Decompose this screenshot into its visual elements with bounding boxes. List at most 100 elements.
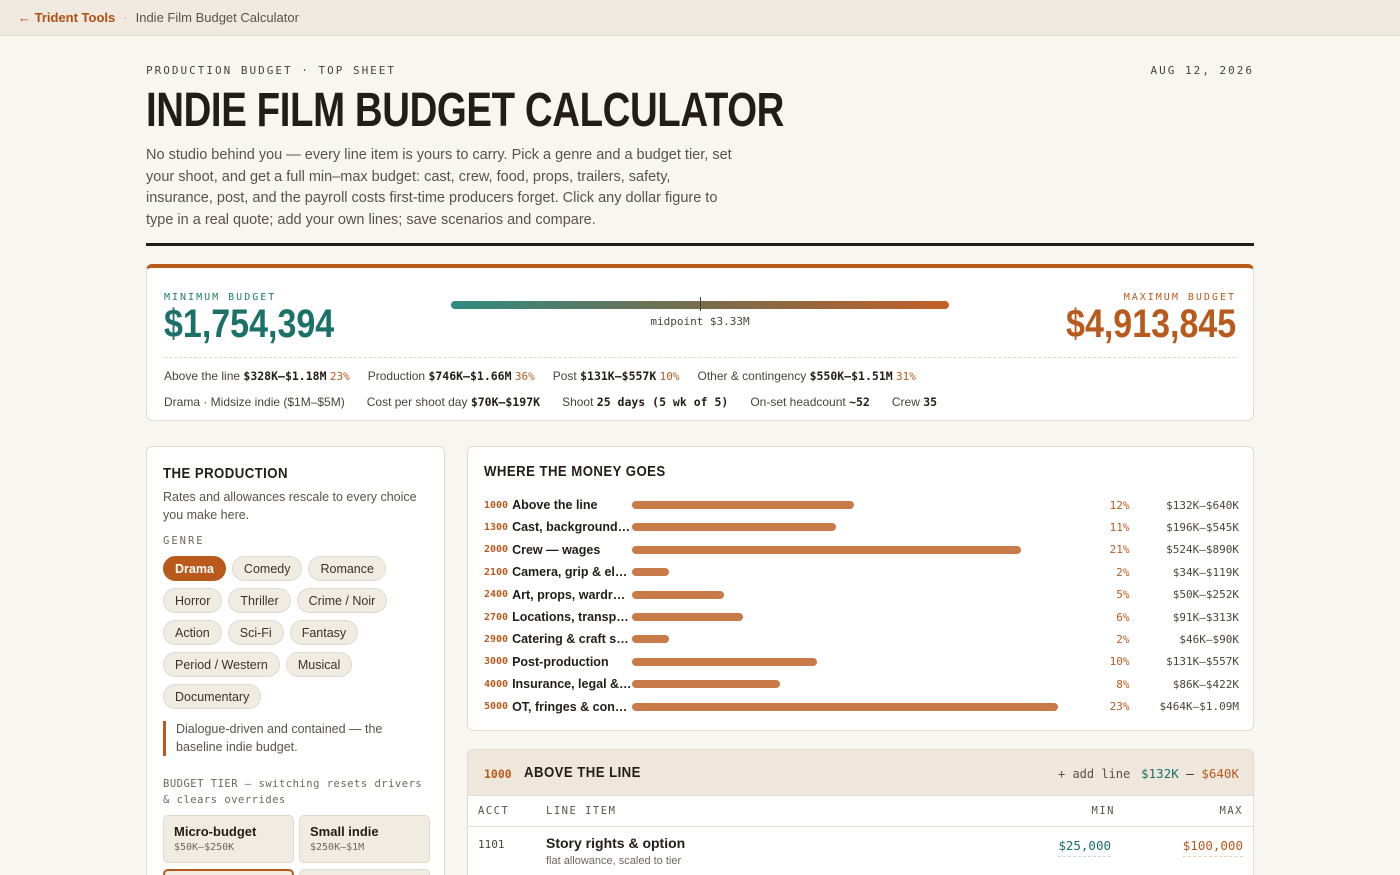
genre-chip-sci-fi[interactable]: Sci-Fi bbox=[227, 620, 284, 645]
share-range: $132K–$640K bbox=[1166, 498, 1239, 512]
breadcrumb-separator: · bbox=[123, 10, 128, 25]
add-line-button[interactable]: + add line bbox=[1058, 767, 1131, 781]
budget-tier-label: BUDGET TIER — switching resets drivers &… bbox=[163, 778, 423, 806]
summary-divider bbox=[164, 357, 1236, 358]
share-bar-track bbox=[631, 568, 1044, 577]
page-date: AUG 12, 2026 bbox=[1150, 64, 1254, 77]
max-budget-label: MAXIMUM BUDGET bbox=[1123, 292, 1236, 303]
genre-tier-summary: Drama · Midsize indie ($1M–$5M) bbox=[164, 395, 345, 409]
account-name: Art, props, wardr… bbox=[512, 587, 626, 602]
genre-chip-fantasy[interactable]: Fantasy bbox=[289, 620, 359, 645]
account-code: 2100 bbox=[484, 566, 509, 578]
line-min-amount[interactable]: $25,000 bbox=[1058, 838, 1111, 857]
tier-range: $250K–$1M bbox=[310, 842, 365, 853]
production-stats: Drama · Midsize indie ($1M–$5M) Cost per… bbox=[164, 395, 937, 409]
money-row[interactable]: 2400 Art, props, wardr… 5% $50K–$252K bbox=[484, 585, 1239, 605]
midpoint-marker bbox=[700, 297, 701, 311]
share-bar bbox=[631, 613, 743, 621]
share-pct: 10% bbox=[1109, 655, 1130, 669]
money-row[interactable]: 2100 Camera, grip & el… 2% $34K–$119K bbox=[484, 562, 1239, 582]
share-bar bbox=[631, 680, 780, 689]
back-link[interactable]: ← Trident Tools bbox=[18, 10, 116, 25]
genre-chip-action[interactable]: Action bbox=[163, 620, 222, 645]
share-range: $131K–$557K bbox=[1166, 655, 1239, 669]
tier-small-indie[interactable]: Small indie $250K–$1M bbox=[299, 815, 430, 863]
genre-chip-musical[interactable]: Musical bbox=[285, 652, 353, 677]
line-max-amount[interactable]: $100,000 bbox=[1182, 838, 1243, 857]
tier-micro-budget[interactable]: Micro-budget $50K–$250K bbox=[163, 815, 294, 863]
share-range: $524K–$890K bbox=[1166, 543, 1239, 557]
account-code: 2400 bbox=[484, 589, 509, 601]
breadcrumb-current: Indie Film Budget Calculator bbox=[135, 10, 299, 25]
share-pct: 5% bbox=[1116, 588, 1130, 602]
production-panel: THE PRODUCTION Rates and allowances resc… bbox=[146, 446, 445, 875]
account-code: 4000 bbox=[484, 678, 509, 690]
account-code: 2700 bbox=[484, 611, 509, 623]
stat-production: Production $746K–$1.66M 36% bbox=[367, 369, 535, 383]
share-pct: 11% bbox=[1109, 520, 1130, 534]
page-eyebrow: PRODUCTION BUDGET · TOP SHEET bbox=[146, 64, 397, 77]
stat-crew: Crew 35 bbox=[891, 395, 938, 409]
stat-shoot: Shoot 25 days (5 wk of 5) bbox=[562, 395, 729, 409]
share-pct: 12% bbox=[1109, 498, 1130, 512]
share-pct: 21% bbox=[1109, 543, 1130, 557]
midpoint-label: midpoint $3.33M bbox=[650, 315, 750, 328]
stat-post: Post $131K–$557K 10% bbox=[552, 369, 680, 383]
genre-chip-thriller[interactable]: Thriller bbox=[228, 588, 291, 613]
share-range: $50K–$252K bbox=[1172, 588, 1239, 602]
share-bar bbox=[631, 545, 1021, 554]
account-code: 3000 bbox=[484, 656, 509, 668]
genre-chip-documentary[interactable]: Documentary bbox=[163, 684, 262, 709]
genre-chip-horror[interactable]: Horror bbox=[163, 588, 223, 613]
money-row[interactable]: 4000 Insurance, legal &… 8% $86K–$422K bbox=[484, 674, 1239, 694]
genre-chip-drama[interactable]: Drama bbox=[163, 556, 226, 581]
section-title: ABOVE THE LINE bbox=[524, 764, 641, 781]
money-row[interactable]: 2000 Crew — wages 21% $524K–$890K bbox=[484, 540, 1239, 560]
share-pct: 2% bbox=[1116, 632, 1130, 646]
account-code: 2000 bbox=[484, 544, 509, 556]
share-bar-track bbox=[631, 523, 1044, 532]
share-bar bbox=[631, 635, 669, 644]
min-budget-label: MINIMUM BUDGET bbox=[164, 292, 277, 303]
section-range: $132K – $640K bbox=[1141, 766, 1239, 781]
money-row[interactable]: 2900 Catering & craft s… 2% $46K–$90K bbox=[484, 629, 1239, 649]
account-code: 2900 bbox=[484, 633, 509, 645]
share-bar-track bbox=[631, 702, 1058, 711]
money-breakdown-panel: WHERE THE MONEY GOES 1000 Above the line 1… bbox=[467, 446, 1254, 731]
genre-chip-comedy[interactable]: Comedy bbox=[231, 556, 303, 581]
share-range: $91K–$313K bbox=[1172, 610, 1239, 624]
share-bar bbox=[631, 523, 836, 532]
money-row[interactable]: 5000 OT, fringes & con… 23% $464K–$1.09M bbox=[484, 697, 1239, 717]
line-acct: 1101 bbox=[478, 838, 505, 851]
share-bar-track bbox=[631, 657, 1044, 666]
tier-selected[interactable] bbox=[163, 869, 294, 875]
account-name: Camera, grip & el… bbox=[512, 565, 628, 580]
above-the-line-section: 1000 ABOVE THE LINE + add line $132K – $… bbox=[467, 749, 1254, 875]
genre-chip-group: Drama Comedy Romance Horror Thriller Crime / … bbox=[163, 556, 433, 709]
genre-chip-period-western[interactable]: Period / Western bbox=[163, 652, 280, 677]
tier-option[interactable] bbox=[299, 869, 430, 875]
genre-chip-crime-noir[interactable]: Crime / Noir bbox=[296, 588, 388, 613]
production-title: THE PRODUCTION bbox=[163, 465, 288, 482]
account-name: Crew — wages bbox=[512, 542, 601, 557]
share-bar-track bbox=[631, 501, 1044, 509]
share-bar bbox=[631, 590, 725, 599]
page-lede: No studio behind you — every line item i… bbox=[146, 147, 732, 228]
account-code: 5000 bbox=[484, 701, 509, 713]
account-code: 1000 bbox=[484, 499, 509, 511]
page-title: INDIE FILM BUDGET CALCULATOR bbox=[146, 84, 784, 137]
money-row[interactable]: 3000 Post-production 10% $131K–$557K bbox=[484, 652, 1239, 672]
account-name: Insurance, legal &… bbox=[512, 677, 632, 692]
share-bar-track bbox=[631, 613, 1044, 621]
money-row[interactable]: 1300 Cast, background… 11% $196K–$545K bbox=[484, 517, 1239, 537]
account-name: Above the line bbox=[512, 498, 598, 512]
production-description: Rates and allowances rescale to every ch… bbox=[163, 490, 417, 522]
money-row[interactable]: 2700 Locations, transp… 6% $91K–$313K bbox=[484, 607, 1239, 627]
section-header: 1000 ABOVE THE LINE + add line $132K – $… bbox=[468, 750, 1253, 796]
account-name: OT, fringes & con… bbox=[512, 699, 628, 714]
stat-other-contingency: Other & contingency $550K–$1.51M 31% bbox=[697, 369, 916, 383]
line-item-name: Story rights & option bbox=[546, 835, 686, 851]
money-row[interactable]: 1000 Above the line 12% $132K–$640K bbox=[484, 495, 1239, 515]
column-rule bbox=[468, 826, 1253, 827]
genre-chip-romance[interactable]: Romance bbox=[308, 556, 386, 581]
